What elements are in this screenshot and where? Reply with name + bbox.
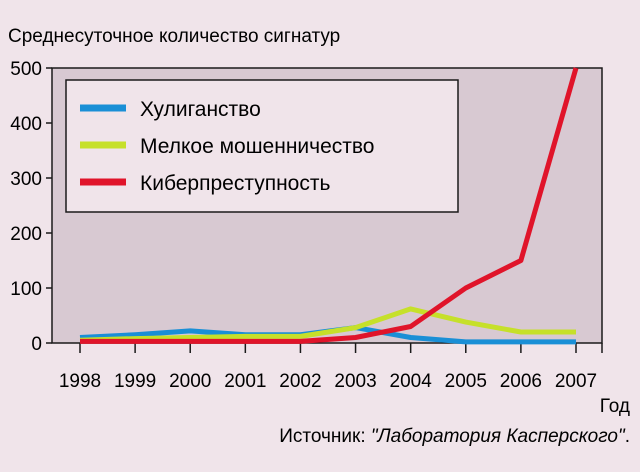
legend (65, 79, 459, 213)
source-name: "Лаборатория Касперского" (371, 426, 626, 447)
x-tick-label: 2005 (445, 371, 487, 392)
x-tick-label: 2003 (334, 371, 376, 392)
x-axis-label: Год (600, 396, 630, 417)
y-tick-label: 400 (10, 114, 42, 135)
y-axis-label: Среднесуточное количество сигнатур (8, 26, 340, 47)
x-tick-label: 1999 (114, 371, 156, 392)
x-tick-label: 2001 (224, 371, 266, 392)
x-tick-label: 2002 (279, 371, 321, 392)
y-tick-label: 100 (10, 279, 42, 300)
legend-label: Мелкое мошенничество (140, 135, 375, 158)
y-tick-label: 500 (10, 59, 42, 80)
series-line-3 (80, 67, 579, 344)
series-lines (79, 67, 579, 345)
y-tick-label: 200 (10, 224, 42, 245)
series-line-2 (79, 306, 576, 343)
x-tick-label: 2007 (555, 371, 597, 392)
x-tick-label: 2004 (390, 371, 433, 392)
y-tick-label: 0 (31, 334, 42, 355)
x-axis-ticks: 1998 1999 2000 2001 2002 2003 2004 2005 2006 2007 (59, 343, 603, 392)
x-tick-label: 2000 (169, 371, 211, 392)
source-suffix: . (625, 426, 630, 447)
y-axis-ticks: 0 100 200 300 400 500 (10, 59, 52, 355)
x-tick-label: 1998 (59, 371, 101, 392)
legend-label: Хулиганство (140, 98, 261, 121)
x-tick-label: 2006 (500, 371, 542, 392)
legend-label: Киберпреступность (140, 172, 330, 195)
source-note: Источник: "Лаборатория Касперского". (279, 426, 630, 447)
legend-items: Хулиганство Мелкое мошенничество Киберпрес… (80, 98, 375, 195)
y-tick-label: 300 (10, 169, 42, 190)
source-prefix: Источник: (279, 426, 371, 447)
